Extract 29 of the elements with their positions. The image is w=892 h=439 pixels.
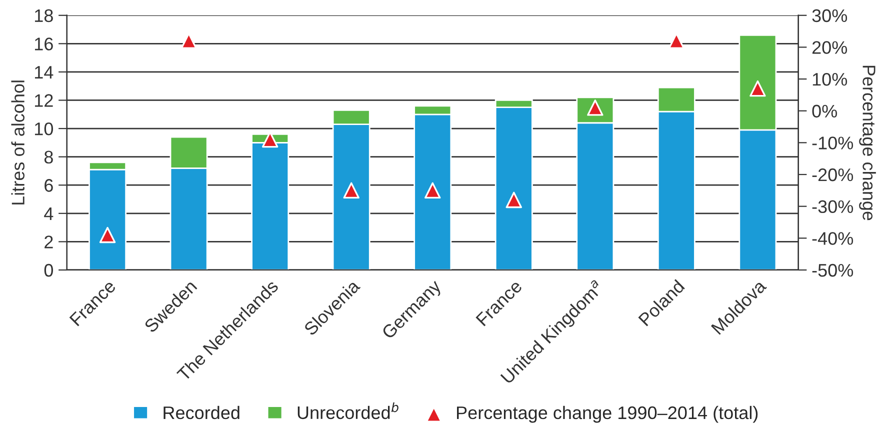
y2-tick-label: 30% xyxy=(812,9,848,22)
y-tick-label: 12 xyxy=(35,94,53,107)
y2-tick-label: 0% xyxy=(812,104,837,118)
y2-tick-label: -50% xyxy=(812,264,854,277)
y2-tick-label: -10% xyxy=(812,136,854,150)
y2-tick-label: -40% xyxy=(812,232,854,245)
y2-tick-label: 10% xyxy=(812,72,848,86)
legend-label: Unrecorded$^{b}$ xyxy=(298,402,398,420)
y-tick-label: 0 xyxy=(44,264,53,277)
point xyxy=(424,182,441,199)
y2-tick-label: -20% xyxy=(812,168,854,182)
y-tick-label: 10 xyxy=(35,122,53,136)
point xyxy=(99,226,116,244)
y-tick-label: 18 xyxy=(35,9,53,22)
y-tick-label: 2 xyxy=(44,236,53,248)
y2-axis-title: Percentage change xyxy=(859,66,876,220)
y-tick-label: 6 xyxy=(44,179,53,192)
y-axis-title: Litres of alcohol xyxy=(11,80,24,204)
legend-label: Percentage change 1990–2014 (total) xyxy=(457,406,758,423)
y-tick-label: 4 xyxy=(44,208,54,220)
point xyxy=(343,182,360,199)
y-tick-label: 14 xyxy=(35,66,54,78)
y2-tick-label: 20% xyxy=(812,41,848,54)
y-tick-label: 16 xyxy=(35,38,53,50)
y2-tick-label: -30% xyxy=(812,200,854,214)
y-tick-label: 8 xyxy=(44,150,53,164)
point xyxy=(750,80,766,97)
legend-label: Recorded xyxy=(164,406,240,420)
point xyxy=(506,192,522,208)
